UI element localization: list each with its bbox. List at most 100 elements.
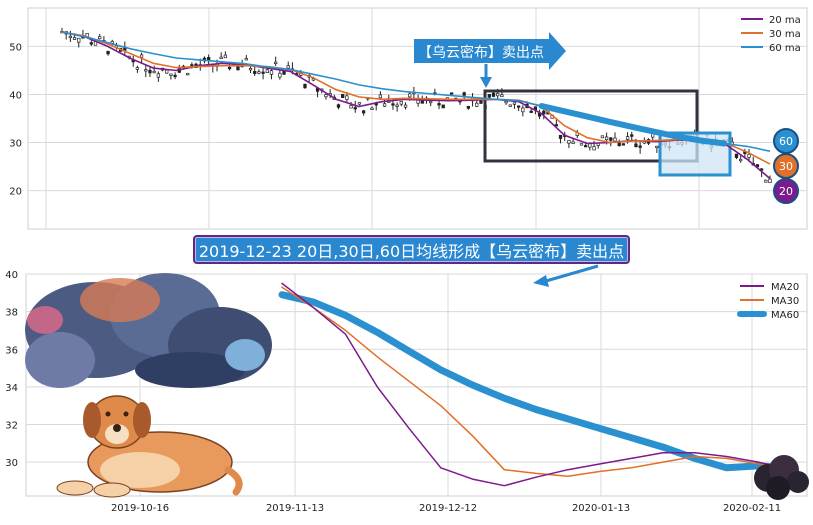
sell-point-callout: 【乌云密布】卖出点 bbox=[414, 32, 566, 88]
candle-body bbox=[223, 54, 228, 59]
callout-arrow-shape bbox=[414, 32, 566, 70]
candle-body bbox=[353, 107, 357, 110]
candle-body bbox=[462, 92, 466, 96]
candle-body bbox=[621, 143, 626, 146]
candle-body bbox=[542, 110, 546, 115]
candle-body bbox=[227, 66, 232, 70]
dog-eye-right bbox=[123, 411, 129, 417]
candle-body bbox=[734, 153, 739, 158]
candle-body bbox=[89, 42, 93, 45]
callout-text: 【乌云密布】卖出点 bbox=[418, 44, 544, 61]
bottom-panel: 30 32 34 36 38 40 2019-10-16 2019-11-13 2019-12… bbox=[5, 264, 809, 514]
bottom-x-tick-label: 2019-12-12 bbox=[419, 503, 477, 514]
top-y-tick-label: 40 bbox=[9, 90, 22, 101]
top-y-tick-label: 20 bbox=[9, 187, 22, 198]
bottom-lines bbox=[278, 282, 794, 487]
candle-body bbox=[395, 104, 399, 107]
candle-body bbox=[516, 105, 521, 108]
candle-body bbox=[592, 146, 596, 151]
candle-body bbox=[554, 124, 558, 127]
candle-body bbox=[504, 101, 508, 104]
bottom-x-tick-label: 2020-02-11 bbox=[723, 503, 781, 514]
candle-body bbox=[567, 140, 571, 144]
candle-body bbox=[613, 137, 617, 142]
candle-body bbox=[638, 145, 642, 148]
bottom-y-tick-label: 36 bbox=[5, 345, 18, 356]
candle-body bbox=[148, 69, 152, 74]
candle-body bbox=[68, 35, 73, 38]
candle-body bbox=[206, 57, 211, 61]
badge-20 bbox=[773, 178, 799, 204]
cloud-puff bbox=[225, 339, 265, 371]
bottom-series-MA60 bbox=[278, 291, 794, 472]
candle-body bbox=[747, 153, 751, 158]
candle-body bbox=[186, 72, 190, 76]
candle-body bbox=[253, 71, 257, 74]
candle-body bbox=[521, 107, 525, 113]
dog-tail bbox=[224, 466, 243, 496]
candle-body bbox=[257, 71, 261, 74]
dog-eye-left bbox=[105, 411, 111, 417]
candle-body bbox=[156, 73, 161, 78]
candle-body bbox=[625, 136, 630, 140]
cloud-puff bbox=[27, 306, 63, 334]
candle-body bbox=[600, 135, 605, 139]
candle-body bbox=[399, 100, 403, 105]
candle-body bbox=[512, 102, 517, 105]
candle-body bbox=[261, 71, 265, 74]
candle-body bbox=[475, 102, 479, 107]
candle-body bbox=[336, 104, 341, 108]
candle-body bbox=[764, 179, 768, 183]
bottom-y-tick-label: 40 bbox=[5, 270, 18, 281]
candle-body bbox=[378, 94, 383, 99]
dog-illustration bbox=[56, 395, 243, 498]
candle-body bbox=[604, 136, 609, 141]
dog-muzzle bbox=[105, 424, 129, 444]
dog-belly bbox=[100, 452, 180, 488]
bottom-y-ticks: 30 32 34 36 38 40 bbox=[5, 270, 18, 469]
candle-body bbox=[165, 69, 169, 74]
candle-body bbox=[755, 164, 760, 168]
candle-body bbox=[269, 70, 274, 75]
banner-pointer bbox=[533, 264, 599, 287]
dark-cloud-puff bbox=[787, 471, 809, 493]
candle-body bbox=[248, 68, 253, 71]
candle-body bbox=[449, 92, 454, 95]
candle-body bbox=[500, 94, 504, 98]
candle-body bbox=[169, 73, 173, 76]
top-lines bbox=[61, 31, 771, 180]
bottom-series-MA30 bbox=[281, 286, 791, 477]
bottom-x-tick-label: 2019-11-13 bbox=[266, 503, 324, 514]
top-y-ticks: 20 30 40 50 bbox=[9, 42, 22, 197]
top-series-30-ma bbox=[61, 31, 771, 165]
candle-body bbox=[437, 103, 441, 106]
dark-cloud-illustration bbox=[754, 455, 809, 500]
ma-badges: 60 30 20 bbox=[773, 128, 799, 204]
bottom-legend: MA20 MA30 MA60 bbox=[737, 282, 799, 321]
legend-label-30ma: 30 ma bbox=[769, 29, 801, 40]
candle-body bbox=[341, 93, 345, 99]
cloud-puff bbox=[135, 352, 245, 388]
candle-body bbox=[441, 104, 445, 109]
legend-label-MA60: MA60 bbox=[771, 310, 799, 321]
candle-body bbox=[219, 56, 223, 59]
top-legend: 20 ma 30 ma 60 ma bbox=[741, 15, 801, 54]
candle-body bbox=[429, 100, 433, 104]
candle-body bbox=[630, 134, 634, 137]
top-series-60ma-highlight bbox=[538, 103, 728, 147]
candle-body bbox=[466, 105, 471, 109]
legend-label-20ma: 20 ma bbox=[769, 15, 801, 26]
cloud-puff bbox=[25, 332, 95, 388]
candle-body bbox=[361, 110, 366, 114]
bottom-x-tick-label: 2019-10-16 bbox=[111, 503, 169, 514]
badge-20-text: 20 bbox=[779, 185, 793, 198]
candle-body bbox=[135, 67, 140, 70]
cloud-puff bbox=[80, 278, 160, 322]
candle-body bbox=[236, 65, 240, 71]
badge-60-text: 60 bbox=[779, 135, 793, 148]
candle-body bbox=[584, 145, 588, 148]
banner-pointer-line bbox=[545, 264, 599, 283]
candle-body bbox=[265, 69, 269, 74]
candle-body bbox=[487, 94, 491, 98]
